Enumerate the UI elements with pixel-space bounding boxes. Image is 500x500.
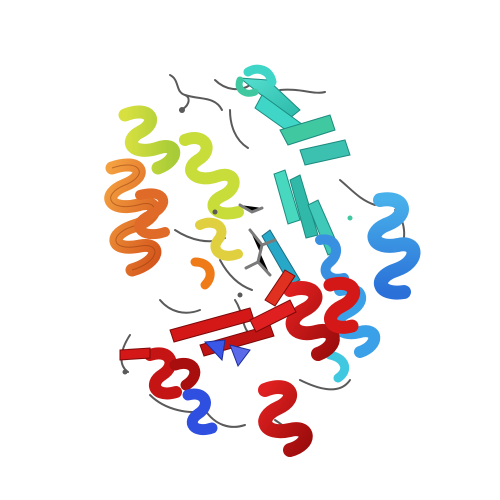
helix-orange-left (104, 158, 215, 290)
helix-red-bottom (144, 277, 360, 457)
ligand-sticks (238, 203, 277, 277)
beta-sheet-cyan (235, 64, 351, 286)
helix-dark-blue (182, 339, 251, 435)
side-chain-details (122, 107, 398, 375)
helix-yellow-green (118, 105, 244, 261)
